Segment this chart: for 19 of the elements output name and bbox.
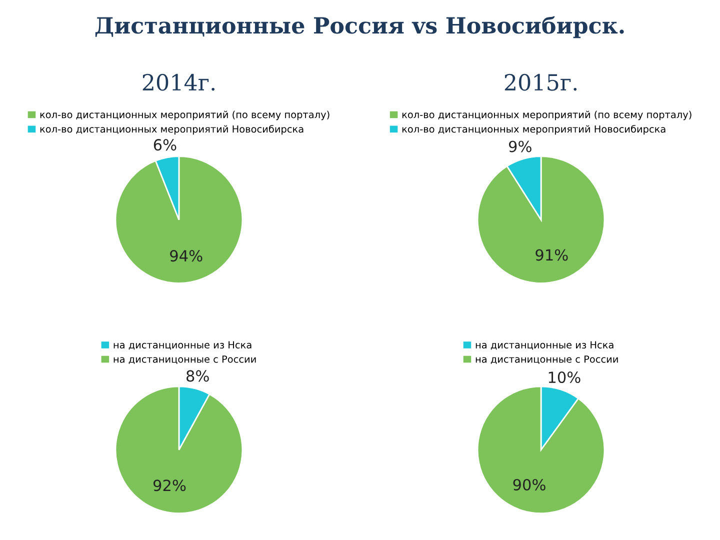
data-label: 92% [153, 480, 186, 492]
legend-label: на дистаницонные с России [114, 356, 256, 364]
legend-label: на дистаницонные с России [476, 356, 618, 364]
legend-label: кол-во дистанционных мероприятий Новосибирска [40, 124, 304, 135]
chart-title: 2015г. [504, 74, 577, 91]
data-label: 6% [154, 139, 176, 151]
chart-subtitle: Дистанционные Россия vs Новосибирск. [95, 16, 624, 38]
data-label: 94% [170, 250, 202, 262]
legend-label: на дистанционные из Нска [114, 341, 252, 350]
data-label: 90% [513, 478, 546, 491]
data-label: 10% [548, 371, 580, 384]
legend-label: на дистанционные из Нска [476, 341, 614, 350]
data-label: 91% [536, 249, 568, 261]
legend-label: кол-во дистанционных мероприятий (по всему порталу) [402, 110, 692, 120]
data-label: 8% [186, 370, 209, 382]
data-label: 9% [508, 140, 532, 152]
legend-label: кол-во дистанционных мероприятий (по всему порталу) [40, 110, 330, 120]
legend-label: кол-во дистанционных мероприятий Новосибирска [402, 124, 666, 135]
chart-title: 2014г. [142, 74, 215, 91]
